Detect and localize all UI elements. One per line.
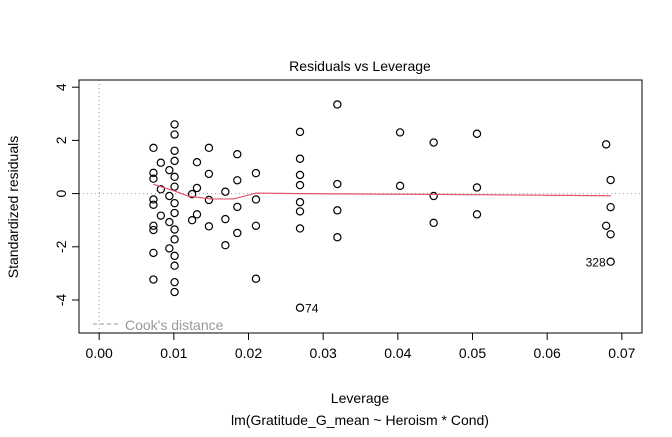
data-point [221,214,230,224]
data-point [165,191,174,201]
data-point [170,130,179,139]
data-point [395,181,405,191]
smooth-line [153,183,611,200]
data-point [233,150,242,159]
data-point [149,168,158,178]
data-point [295,207,305,216]
x-tick-label: 0.05 [459,345,486,361]
data-point [295,154,305,163]
data-point [204,169,214,179]
data-point [295,170,305,180]
x-tick-label: 0.02 [235,345,262,361]
x-tick-label: 0.01 [160,345,187,361]
data-point [149,195,158,204]
data-point [170,261,179,270]
y-tick-label: 0 [53,189,69,197]
x-axis-label: Leverage [331,390,390,406]
x-tick-label: 0.03 [310,345,337,361]
data-point [472,183,482,192]
data-point [170,146,179,155]
data-point [233,176,242,185]
y-tick-label: 2 [53,136,69,144]
data-point [170,251,179,261]
legend-cooks-distance: Cook's distance [125,317,224,333]
data-point [606,257,615,266]
x-tick-label: 0.04 [384,345,411,361]
data-point [170,120,179,129]
data-point [170,156,179,166]
data-point [606,202,615,212]
y-tick-label: -4 [53,294,69,307]
data-point [149,275,158,284]
data-point [149,221,158,230]
data-point [429,218,438,228]
data-point [295,224,305,233]
data-point [149,174,158,183]
data-point [221,187,230,196]
data-point [170,198,179,208]
y-tick-label: -2 [53,240,69,253]
data-point [149,248,158,258]
data-point [233,228,242,238]
data-point [187,189,197,199]
data-point [204,195,214,205]
data-point [170,235,179,244]
data-point [170,277,179,287]
data-point [170,225,179,234]
data-point [221,241,230,250]
data-point [187,216,197,225]
data-point [606,230,615,239]
y-axis-label: Standardized residuals [5,136,21,278]
data-point [170,208,179,218]
data-point [601,221,611,230]
x-tick-label: 0.06 [534,345,561,361]
data-point [251,274,261,283]
data-point [165,244,174,253]
data-point [606,175,615,185]
data-point [395,128,405,137]
data-point [251,221,261,230]
data-point [333,100,342,109]
x-tick-label: 0.07 [608,345,635,361]
data-point [192,210,202,219]
data-point [429,138,438,147]
data-point [149,143,158,153]
data-point [295,197,305,207]
data-point [170,172,179,182]
data-point [156,158,166,167]
data-point [149,225,158,235]
data-point [165,217,174,227]
x-axis-sublabel: lm(Gratitude_G_mean ~ Heroism * Cond) [231,412,489,428]
chart-title: Residuals vs Leverage [289,58,431,74]
data-point [156,211,166,220]
data-point [429,191,438,201]
x-tick-label: 0.00 [86,345,113,361]
data-point [295,127,305,137]
point-label: 328 [586,256,606,270]
data-point [204,143,214,153]
data-point [472,129,482,138]
data-point [333,233,342,242]
data-point [295,303,305,312]
data-point [601,140,611,149]
data-point [170,287,179,297]
point-label: 74 [305,302,319,316]
plot-frame [78,79,643,334]
data-point [156,185,166,194]
data-point [170,182,179,191]
data-point [295,180,305,190]
data-point [192,183,202,193]
data-point [333,179,342,189]
data-point [251,168,261,178]
data-point [333,206,342,215]
y-tick-label: 4 [53,83,69,91]
data-point [165,165,174,175]
data-point [192,158,202,167]
data-point [472,210,482,219]
data-point [149,200,158,209]
data-point [204,222,214,231]
data-point [233,202,242,212]
data-point [251,195,261,204]
